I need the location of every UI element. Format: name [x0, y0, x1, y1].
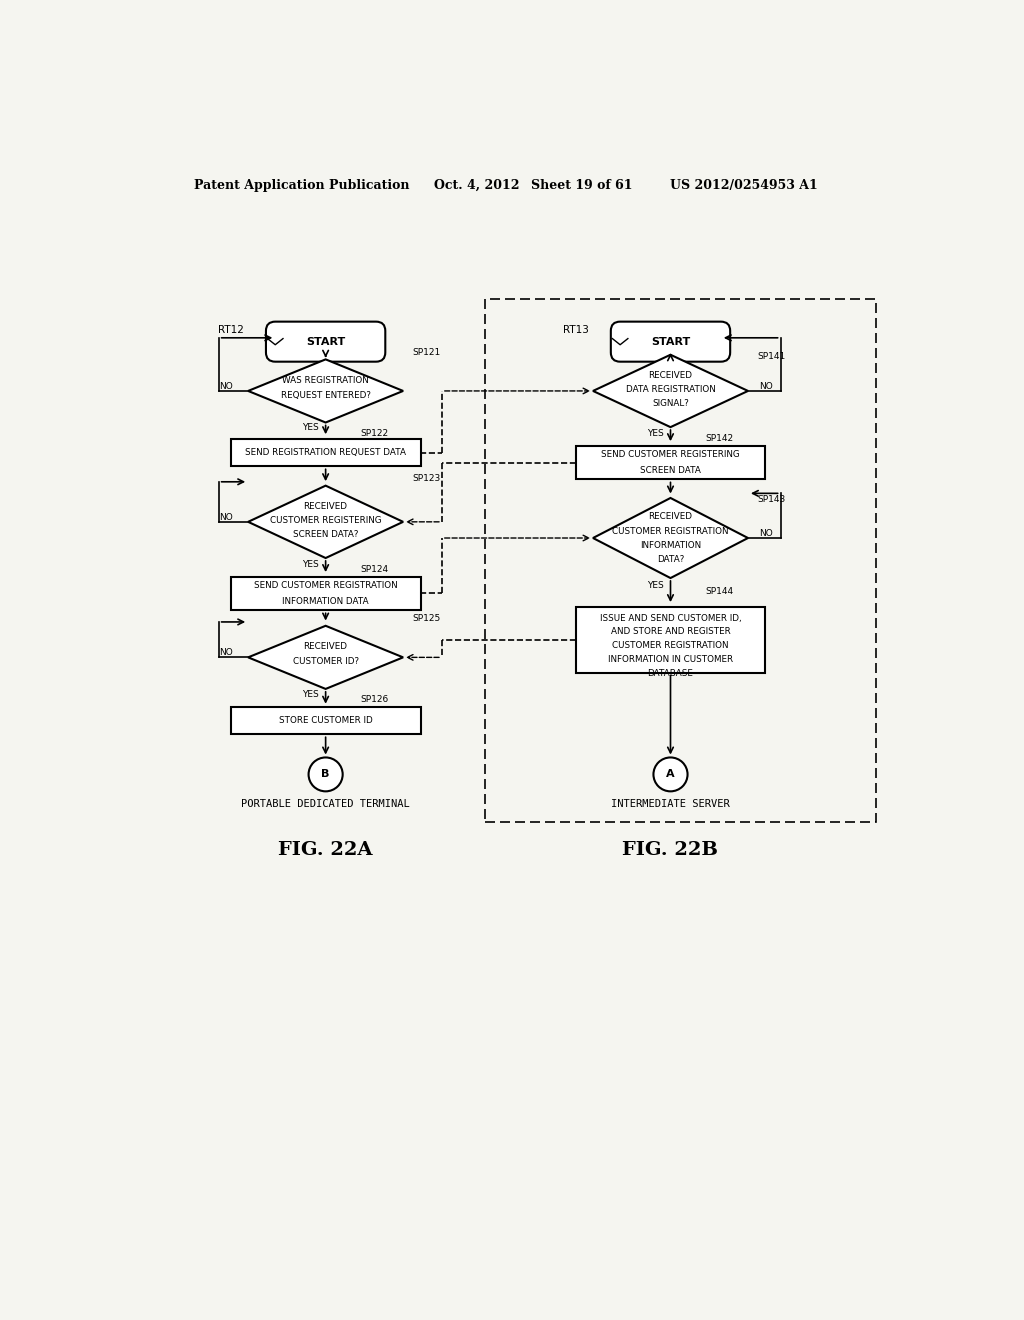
- Text: INFORMATION: INFORMATION: [640, 541, 701, 550]
- Text: YES: YES: [646, 581, 664, 590]
- Text: ISSUE AND SEND CUSTOMER ID,: ISSUE AND SEND CUSTOMER ID,: [600, 614, 741, 623]
- Text: SP126: SP126: [360, 696, 389, 704]
- Polygon shape: [248, 486, 403, 558]
- Text: INFORMATION DATA: INFORMATION DATA: [283, 597, 369, 606]
- Polygon shape: [248, 626, 403, 689]
- Text: INTERMEDIATE SERVER: INTERMEDIATE SERVER: [611, 799, 730, 809]
- Text: SP142: SP142: [706, 434, 733, 444]
- Text: Patent Application Publication: Patent Application Publication: [194, 178, 410, 191]
- Text: Oct. 4, 2012: Oct. 4, 2012: [434, 178, 519, 191]
- FancyBboxPatch shape: [611, 322, 730, 362]
- Text: DATA REGISTRATION: DATA REGISTRATION: [626, 385, 716, 393]
- Text: SEND REGISTRATION REQUEST DATA: SEND REGISTRATION REQUEST DATA: [245, 447, 407, 457]
- Text: SP125: SP125: [413, 614, 440, 623]
- Text: START: START: [306, 337, 345, 347]
- Text: Sheet 19 of 61: Sheet 19 of 61: [531, 178, 633, 191]
- Text: FIG. 22A: FIG. 22A: [279, 841, 373, 859]
- Text: SEND CUSTOMER REGISTERING: SEND CUSTOMER REGISTERING: [601, 450, 739, 459]
- Text: FIG. 22B: FIG. 22B: [623, 841, 719, 859]
- Text: PORTABLE DEDICATED TERMINAL: PORTABLE DEDICATED TERMINAL: [242, 799, 410, 809]
- Bar: [230, 706, 421, 734]
- Text: REQUEST ENTERED?: REQUEST ENTERED?: [281, 391, 371, 400]
- Bar: [575, 607, 765, 673]
- Text: NO: NO: [219, 512, 232, 521]
- Polygon shape: [593, 498, 748, 578]
- Bar: [575, 446, 765, 479]
- Text: SCREEN DATA: SCREEN DATA: [640, 466, 701, 475]
- Text: STORE CUSTOMER ID: STORE CUSTOMER ID: [279, 715, 373, 725]
- Text: CUSTOMER REGISTERING: CUSTOMER REGISTERING: [270, 516, 381, 525]
- Text: RT12: RT12: [218, 325, 245, 335]
- Text: WAS REGISTRATION: WAS REGISTRATION: [283, 376, 369, 384]
- Bar: [230, 577, 421, 610]
- Bar: [484, 298, 876, 822]
- Text: SP122: SP122: [360, 429, 389, 438]
- Polygon shape: [593, 355, 748, 428]
- Text: SCREEN DATA?: SCREEN DATA?: [293, 529, 358, 539]
- Text: YES: YES: [302, 690, 318, 698]
- Text: SP124: SP124: [360, 565, 389, 574]
- Text: US 2012/0254953 A1: US 2012/0254953 A1: [671, 178, 818, 191]
- Circle shape: [308, 758, 343, 792]
- Text: YES: YES: [302, 560, 318, 569]
- Text: NO: NO: [760, 381, 773, 391]
- Text: NO: NO: [760, 529, 773, 537]
- Text: B: B: [322, 770, 330, 779]
- Text: RECEIVED: RECEIVED: [648, 512, 692, 521]
- Circle shape: [653, 758, 687, 792]
- Text: CUSTOMER REGISTRATION: CUSTOMER REGISTRATION: [612, 528, 729, 536]
- Bar: [230, 438, 421, 466]
- Text: DATABASE: DATABASE: [647, 669, 693, 678]
- Text: SP144: SP144: [706, 587, 733, 597]
- Text: START: START: [651, 337, 690, 347]
- Text: RECEIVED: RECEIVED: [304, 642, 347, 651]
- Text: CUSTOMER ID?: CUSTOMER ID?: [293, 657, 358, 667]
- Text: YES: YES: [646, 429, 664, 438]
- Text: INFORMATION IN CUSTOMER: INFORMATION IN CUSTOMER: [608, 655, 733, 664]
- Text: RT13: RT13: [563, 325, 589, 335]
- Polygon shape: [248, 359, 403, 422]
- Text: SP141: SP141: [758, 352, 785, 360]
- Text: NO: NO: [219, 648, 232, 657]
- Text: RECEIVED: RECEIVED: [648, 371, 692, 380]
- Text: SEND CUSTOMER REGISTRATION: SEND CUSTOMER REGISTRATION: [254, 581, 397, 590]
- Text: NO: NO: [219, 381, 232, 391]
- Text: A: A: [667, 770, 675, 779]
- Text: SP121: SP121: [413, 348, 440, 356]
- Text: CUSTOMER REGISTRATION: CUSTOMER REGISTRATION: [612, 642, 729, 651]
- FancyBboxPatch shape: [266, 322, 385, 362]
- Text: SP143: SP143: [758, 495, 785, 504]
- Text: SP123: SP123: [413, 474, 440, 483]
- Text: YES: YES: [302, 424, 318, 433]
- Text: RECEIVED: RECEIVED: [304, 502, 347, 511]
- Text: AND STORE AND REGISTER: AND STORE AND REGISTER: [610, 627, 730, 636]
- Text: DATA?: DATA?: [656, 556, 684, 564]
- Text: SIGNAL?: SIGNAL?: [652, 399, 689, 408]
